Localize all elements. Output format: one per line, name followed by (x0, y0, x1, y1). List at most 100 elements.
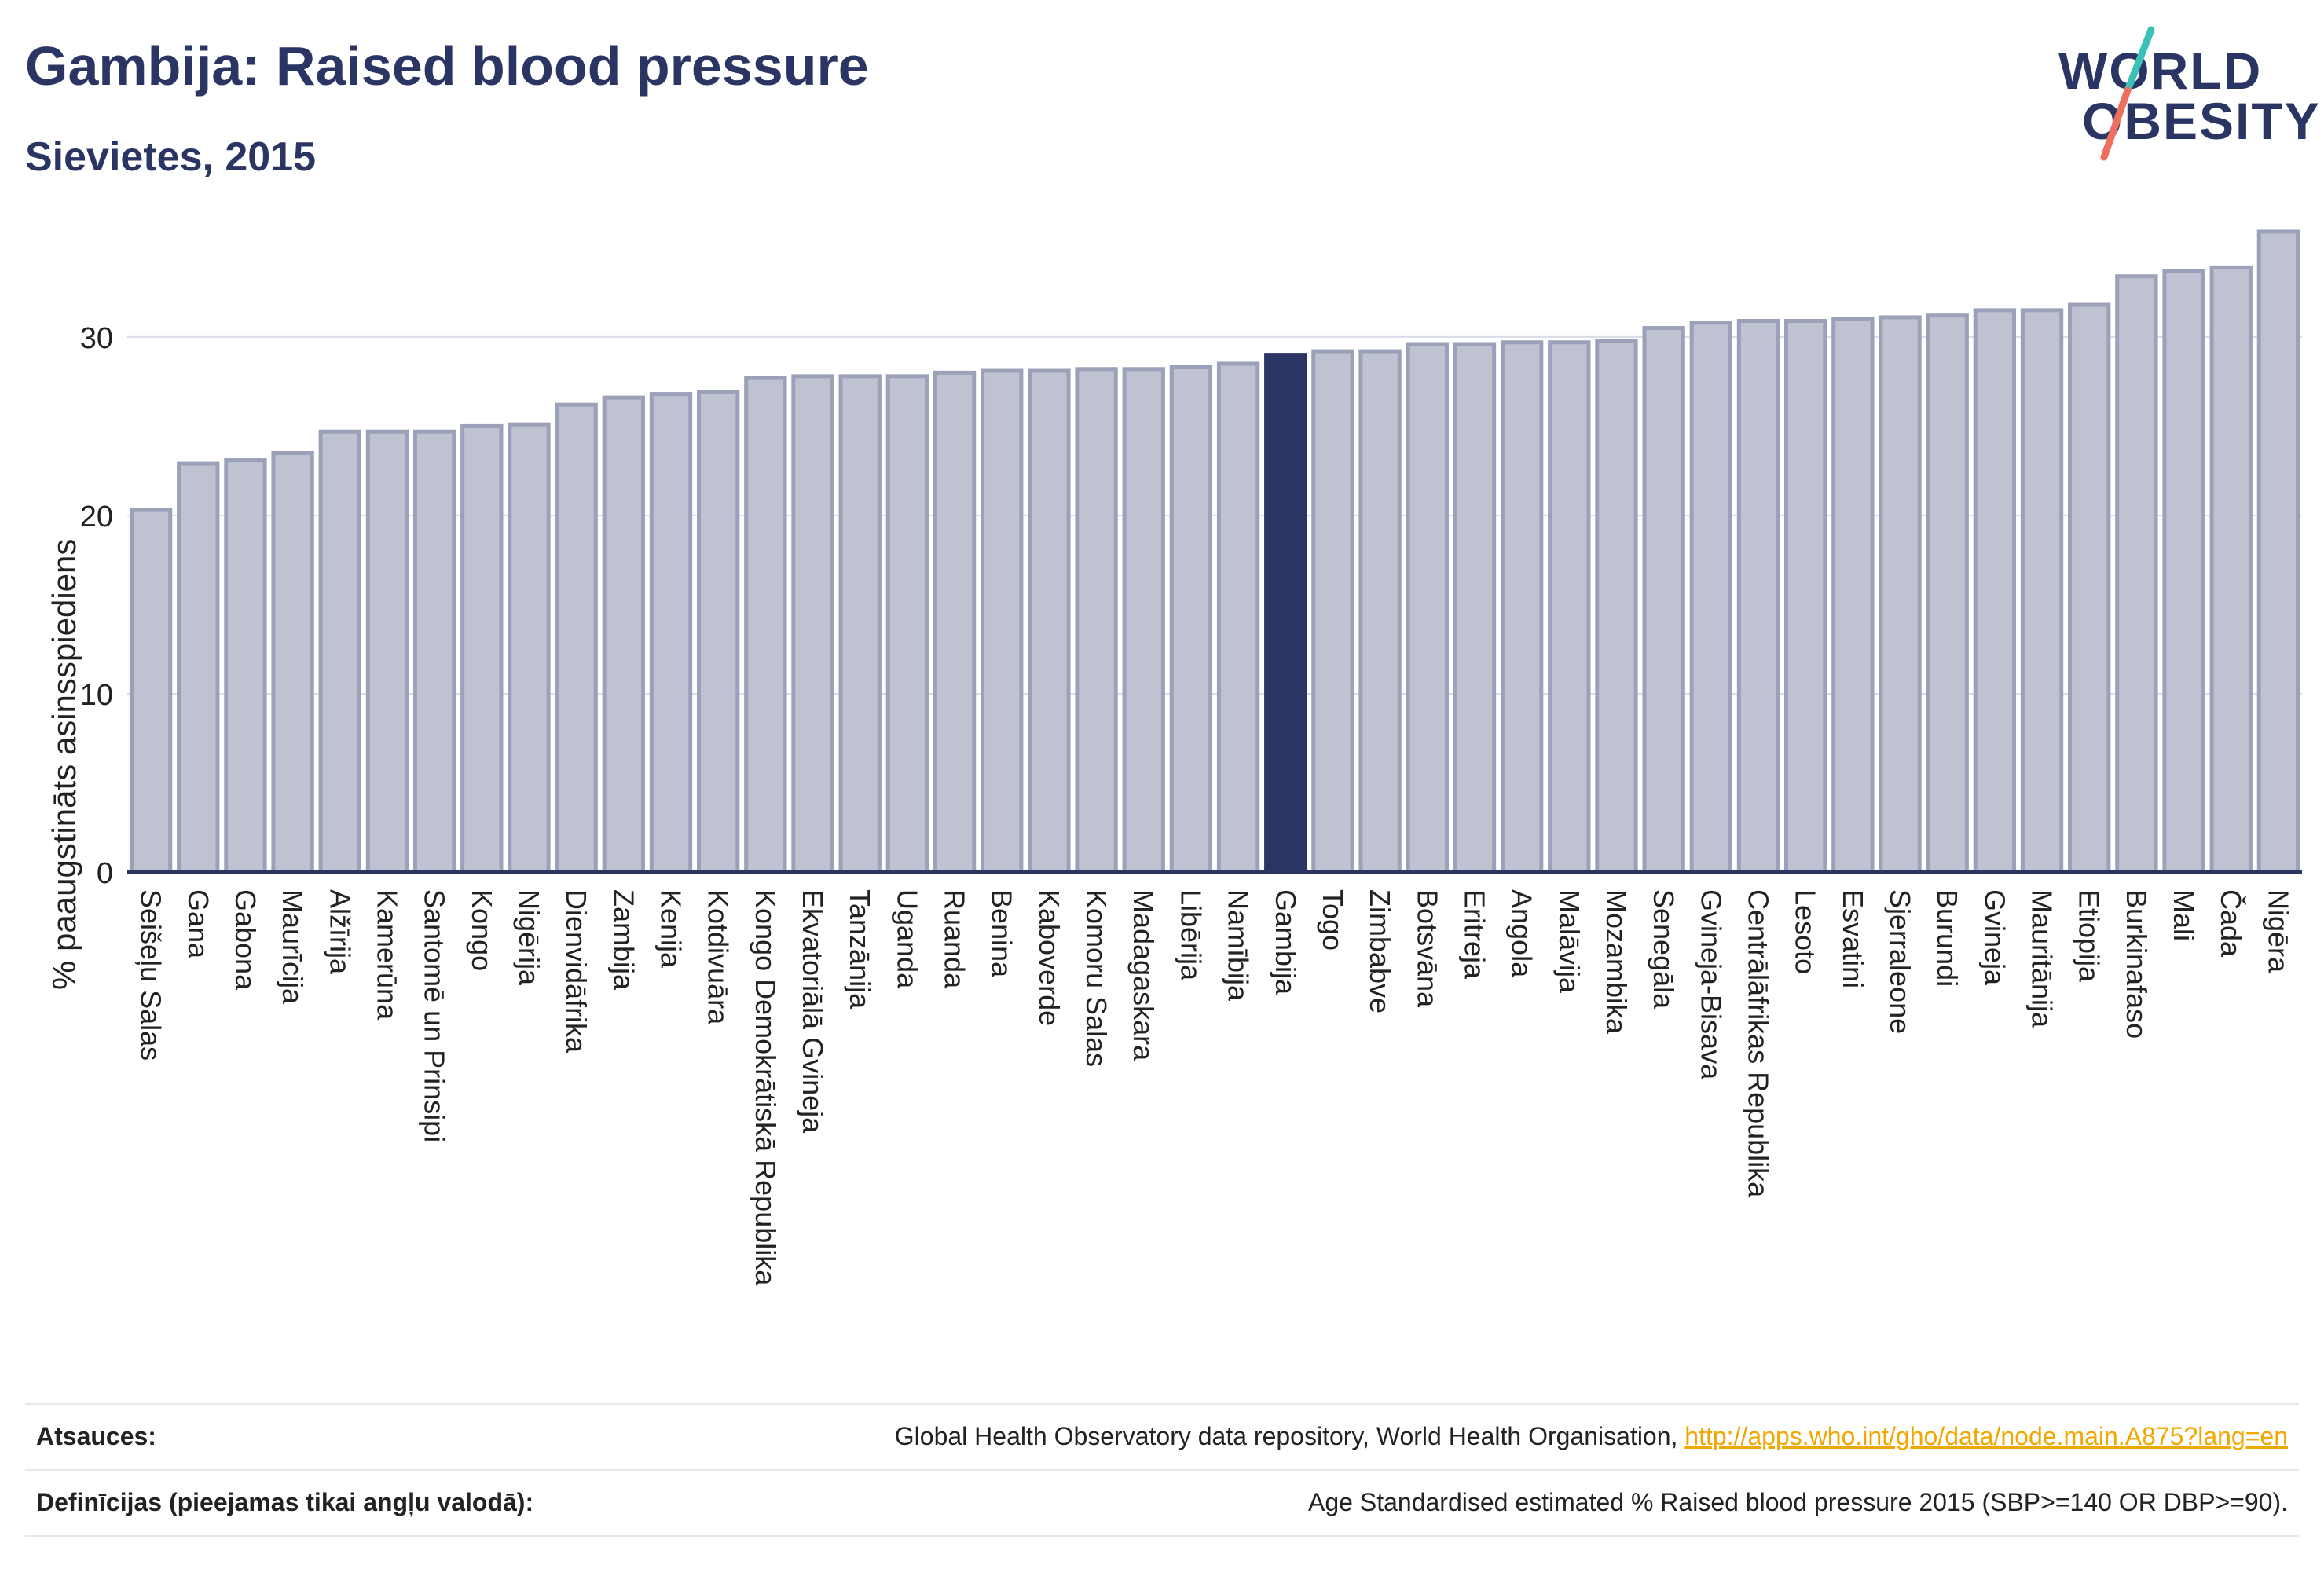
y-tick-label: 10 (80, 679, 113, 712)
footer-divider-top (25, 1403, 2299, 1405)
x-tick-label: Kaboverde (1033, 889, 1065, 1026)
bar (1122, 367, 1165, 874)
bar (1453, 342, 1497, 874)
x-tick-label: Ekvatoriālā Gvineja (797, 889, 829, 1134)
x-tick-label: Esvatini (1837, 889, 1869, 988)
x-tick-label: Malāvija (1553, 889, 1585, 994)
sources-row: Atsauces: Global Health Observatory data… (25, 1405, 2299, 1468)
x-tick-label: Eritreja (1458, 889, 1490, 980)
bar (129, 508, 173, 874)
bar (2209, 265, 2253, 874)
bar (649, 392, 693, 874)
page-subtitle: Sievietes, 2015 (25, 134, 317, 180)
y-tick-label: 30 (80, 322, 113, 355)
x-tick-label: Kamerūna (371, 889, 403, 1021)
x-tick-label: Sjerraleone (1884, 889, 1916, 1034)
page-title: Gambija: Raised blood pressure (25, 35, 869, 97)
bar (1736, 318, 1780, 874)
x-tick-label: Botsvāna (1411, 889, 1443, 1008)
x-tick-label: Mauritānija (2026, 889, 2058, 1028)
bar (318, 429, 361, 874)
y-axis-label: % paaugstināts asinsspiediens (46, 538, 82, 990)
bar (1311, 349, 1354, 874)
definitions-text: Age Standardised estimated % Raised bloo… (1308, 1488, 2288, 1516)
bar-chart: 0 10 20 30 Seišeļu Salas Gana Gabona Maurīcija A… (80, 229, 2302, 1286)
x-tick-label: Madagaskara (1127, 889, 1160, 1061)
x-tick-label: Maurīcija (277, 889, 309, 1005)
bar (744, 376, 787, 874)
x-tick-label: Burundi (1931, 889, 1963, 987)
bar (1973, 308, 2017, 874)
footer-divider-middle (25, 1469, 2299, 1471)
x-tick-label: Etiopija (2073, 889, 2106, 983)
x-tick-label: Benina (986, 889, 1018, 978)
bar (838, 374, 882, 874)
x-tick-label: Tanzānija (844, 889, 876, 1010)
x-tick-label: Dienvidāfrika (560, 889, 592, 1054)
bar (1500, 340, 1544, 874)
x-tick-label: Senegāla (1648, 889, 1680, 1010)
bar (1169, 365, 1213, 874)
x-tick-label: Togo (1317, 889, 1349, 951)
x-tick-label: Komoru Salas (1080, 889, 1113, 1067)
x-tick-label: Namībija (1222, 889, 1255, 1002)
x-tick-label: Zimbabve (1364, 889, 1396, 1013)
x-tick-label: Čada (2215, 889, 2247, 958)
x-tick-label: Nigērija (513, 889, 545, 986)
bar (2020, 308, 2064, 874)
bar (981, 368, 1024, 874)
bar (602, 395, 645, 874)
x-tick-label: Burkinafaso (2121, 889, 2153, 1039)
definitions-label: Definīcijas (pieejamas tikai angļu valod… (36, 1488, 534, 1516)
bar (224, 458, 267, 874)
x-tick-label: Alžīrija (324, 889, 356, 975)
sources-label: Atsauces: (36, 1422, 156, 1450)
x-tick-label: Gvineja-Bisava (1695, 889, 1727, 1080)
bar (1642, 326, 1685, 874)
bar (412, 429, 456, 874)
bar (555, 402, 598, 874)
bar (1879, 315, 1922, 874)
sources-link[interactable]: http://apps.who.int/gho/data/node.main.A… (1684, 1422, 2288, 1450)
x-tick-label: Kenija (655, 889, 687, 969)
x-tick-label: Mozambika (1600, 889, 1633, 1035)
bar (2068, 302, 2111, 874)
bar (1075, 367, 1118, 874)
sources-text: Global Health Observatory data repositor… (894, 1422, 1678, 1450)
bar (1784, 318, 1827, 874)
logo-slash-icon (2100, 26, 2155, 161)
bar (885, 374, 929, 874)
x-tick-label: Gvineja (1978, 889, 2011, 986)
sources-value: Global Health Observatory data repositor… (895, 1422, 2288, 1451)
bar (2162, 269, 2205, 874)
x-tick-label: Santomē un Prinsipi (419, 889, 451, 1142)
x-tick-label: Centrālāfrikas Republika (1743, 889, 1775, 1198)
bar (697, 390, 740, 874)
y-tick-label: 0 (97, 857, 113, 890)
x-tick-label: Lesoto (1790, 889, 1822, 974)
x-tick-label: Angola (1506, 889, 1538, 978)
x-tick-label: Ruanda (939, 889, 971, 989)
x-tick-label: Uganda (891, 889, 923, 989)
bar (1926, 313, 1969, 874)
bar (508, 422, 551, 874)
x-tick-label: Kotdivuāra (702, 889, 735, 1025)
definitions-row: Definīcijas (pieejamas tikai angļu valod… (25, 1471, 2299, 1534)
x-tick-label: Kongo Demokrātiskā Republika (750, 889, 782, 1286)
bar (2115, 274, 2158, 874)
footer-divider-bottom (25, 1535, 2299, 1537)
bar (1216, 361, 1260, 874)
x-tick-label: Gambija (1270, 889, 1302, 995)
bar (1548, 340, 1591, 874)
bar (1831, 317, 1875, 874)
bar (1406, 342, 1449, 874)
world-obesity-logo: WORLD OBESITY (2043, 24, 2319, 165)
bar (460, 423, 504, 874)
bar (271, 450, 314, 874)
bar (1358, 349, 1402, 874)
bar (791, 374, 834, 874)
bar (1264, 353, 1307, 874)
y-tick-label: 20 (80, 500, 113, 533)
x-tick-label: Mali (2168, 889, 2200, 941)
x-tick-label: Libērija (1175, 889, 1207, 981)
